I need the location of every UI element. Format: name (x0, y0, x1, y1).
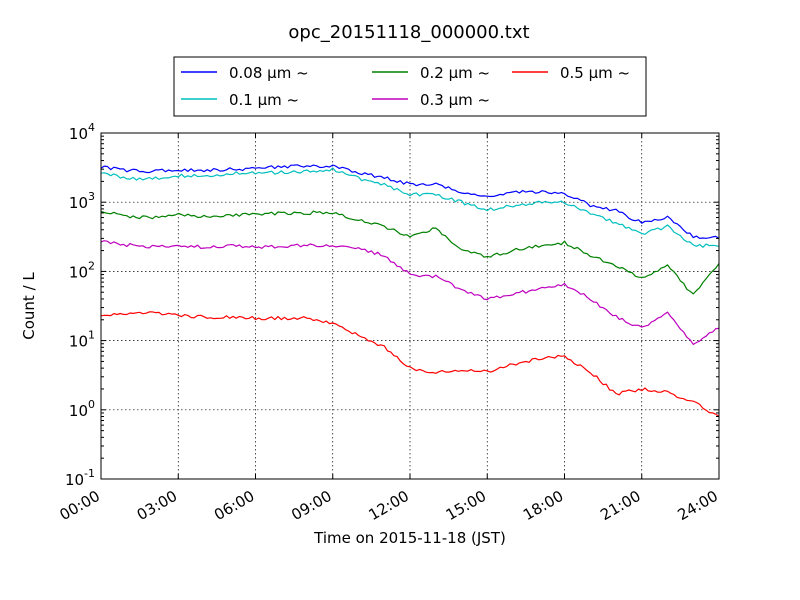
legend-box (173, 56, 647, 117)
y-tick-label: 10-1 (65, 467, 95, 489)
legend-label: 0.3 μm ~ (420, 91, 490, 109)
legend-label: 0.08 μm ~ (229, 64, 309, 82)
series-line-4 (100, 240, 720, 345)
legend-label: 0.1 μm ~ (229, 91, 299, 109)
y-tick-label: 102 (69, 259, 95, 281)
legend: 0.08 μm ~ 0.1 μm ~ 0.2 μm ~ 0.3 μm ~ 0.5 μm … (173, 56, 647, 117)
series-line-2 (100, 167, 720, 248)
legend-label: 0.2 μm ~ (420, 64, 490, 82)
y-tick-label: 101 (69, 329, 95, 351)
y-tick-label: 100 (69, 398, 95, 420)
grid (101, 133, 719, 479)
y-tick-label: 104 (69, 121, 95, 143)
y-axis-label: Count / L (20, 272, 38, 340)
legend-label: 0.5 μm ~ (560, 64, 630, 82)
series-group (100, 164, 720, 417)
y-tick-label: 103 (69, 190, 95, 212)
series-line-5 (100, 311, 720, 417)
series-line-3 (100, 210, 720, 295)
series-line-1 (100, 164, 720, 239)
chart-title: opc_20151118_000000.txt (288, 22, 529, 43)
x-axis-label: Time on 2015-11-18 (JST) (313, 529, 506, 547)
